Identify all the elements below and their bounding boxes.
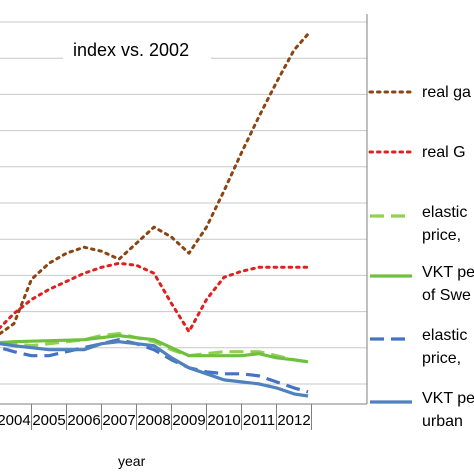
gridlines bbox=[0, 21, 367, 385]
legend-label: elastic bbox=[422, 327, 467, 344]
x-tick-label: 2008 bbox=[137, 412, 170, 429]
legend-label: VKT pe bbox=[422, 264, 474, 281]
legend-label-line2: of Swe bbox=[422, 287, 471, 304]
x-tick-label: 2007 bbox=[102, 412, 135, 429]
x-tick-label: 2009 bbox=[172, 412, 205, 429]
series-line-1 bbox=[0, 32, 310, 336]
x-tick-label: 2010 bbox=[207, 412, 240, 429]
axis-lines bbox=[0, 14, 368, 430]
legend-label-line2: price, bbox=[422, 350, 461, 367]
series-line-3 bbox=[0, 332, 309, 364]
title-background bbox=[63, 36, 211, 62]
legend-label: elastic bbox=[422, 204, 467, 221]
legend: real ga real G elastic price, VKT pe of Swe el… bbox=[368, 84, 474, 430]
series-lines bbox=[0, 32, 310, 398]
x-tick-label: 2011 bbox=[243, 412, 275, 429]
legend-label: real ga bbox=[422, 84, 471, 101]
series-line-6 bbox=[0, 340, 309, 398]
legend-label-line2: price, bbox=[422, 227, 461, 244]
legend-label: VKT pe bbox=[422, 390, 474, 407]
chart-title: index vs. 2002 bbox=[73, 40, 189, 60]
series-line-4 bbox=[0, 334, 309, 364]
x-tick-label: 2006 bbox=[67, 412, 100, 429]
series-line-5 bbox=[0, 338, 309, 394]
series-line-2 bbox=[0, 261, 310, 334]
x-tick-label: 2004 bbox=[0, 412, 31, 429]
x-axis-label: year bbox=[118, 453, 146, 469]
legend-label: real G bbox=[422, 144, 466, 161]
legend-label-line2: urban bbox=[422, 413, 463, 430]
x-tick-labels: 2004 2005 2006 2007 2008 2009 2010 2011 2012 bbox=[0, 412, 311, 429]
x-tick-label: 2005 bbox=[32, 412, 65, 429]
x-tick-label: 2012 bbox=[277, 412, 310, 429]
